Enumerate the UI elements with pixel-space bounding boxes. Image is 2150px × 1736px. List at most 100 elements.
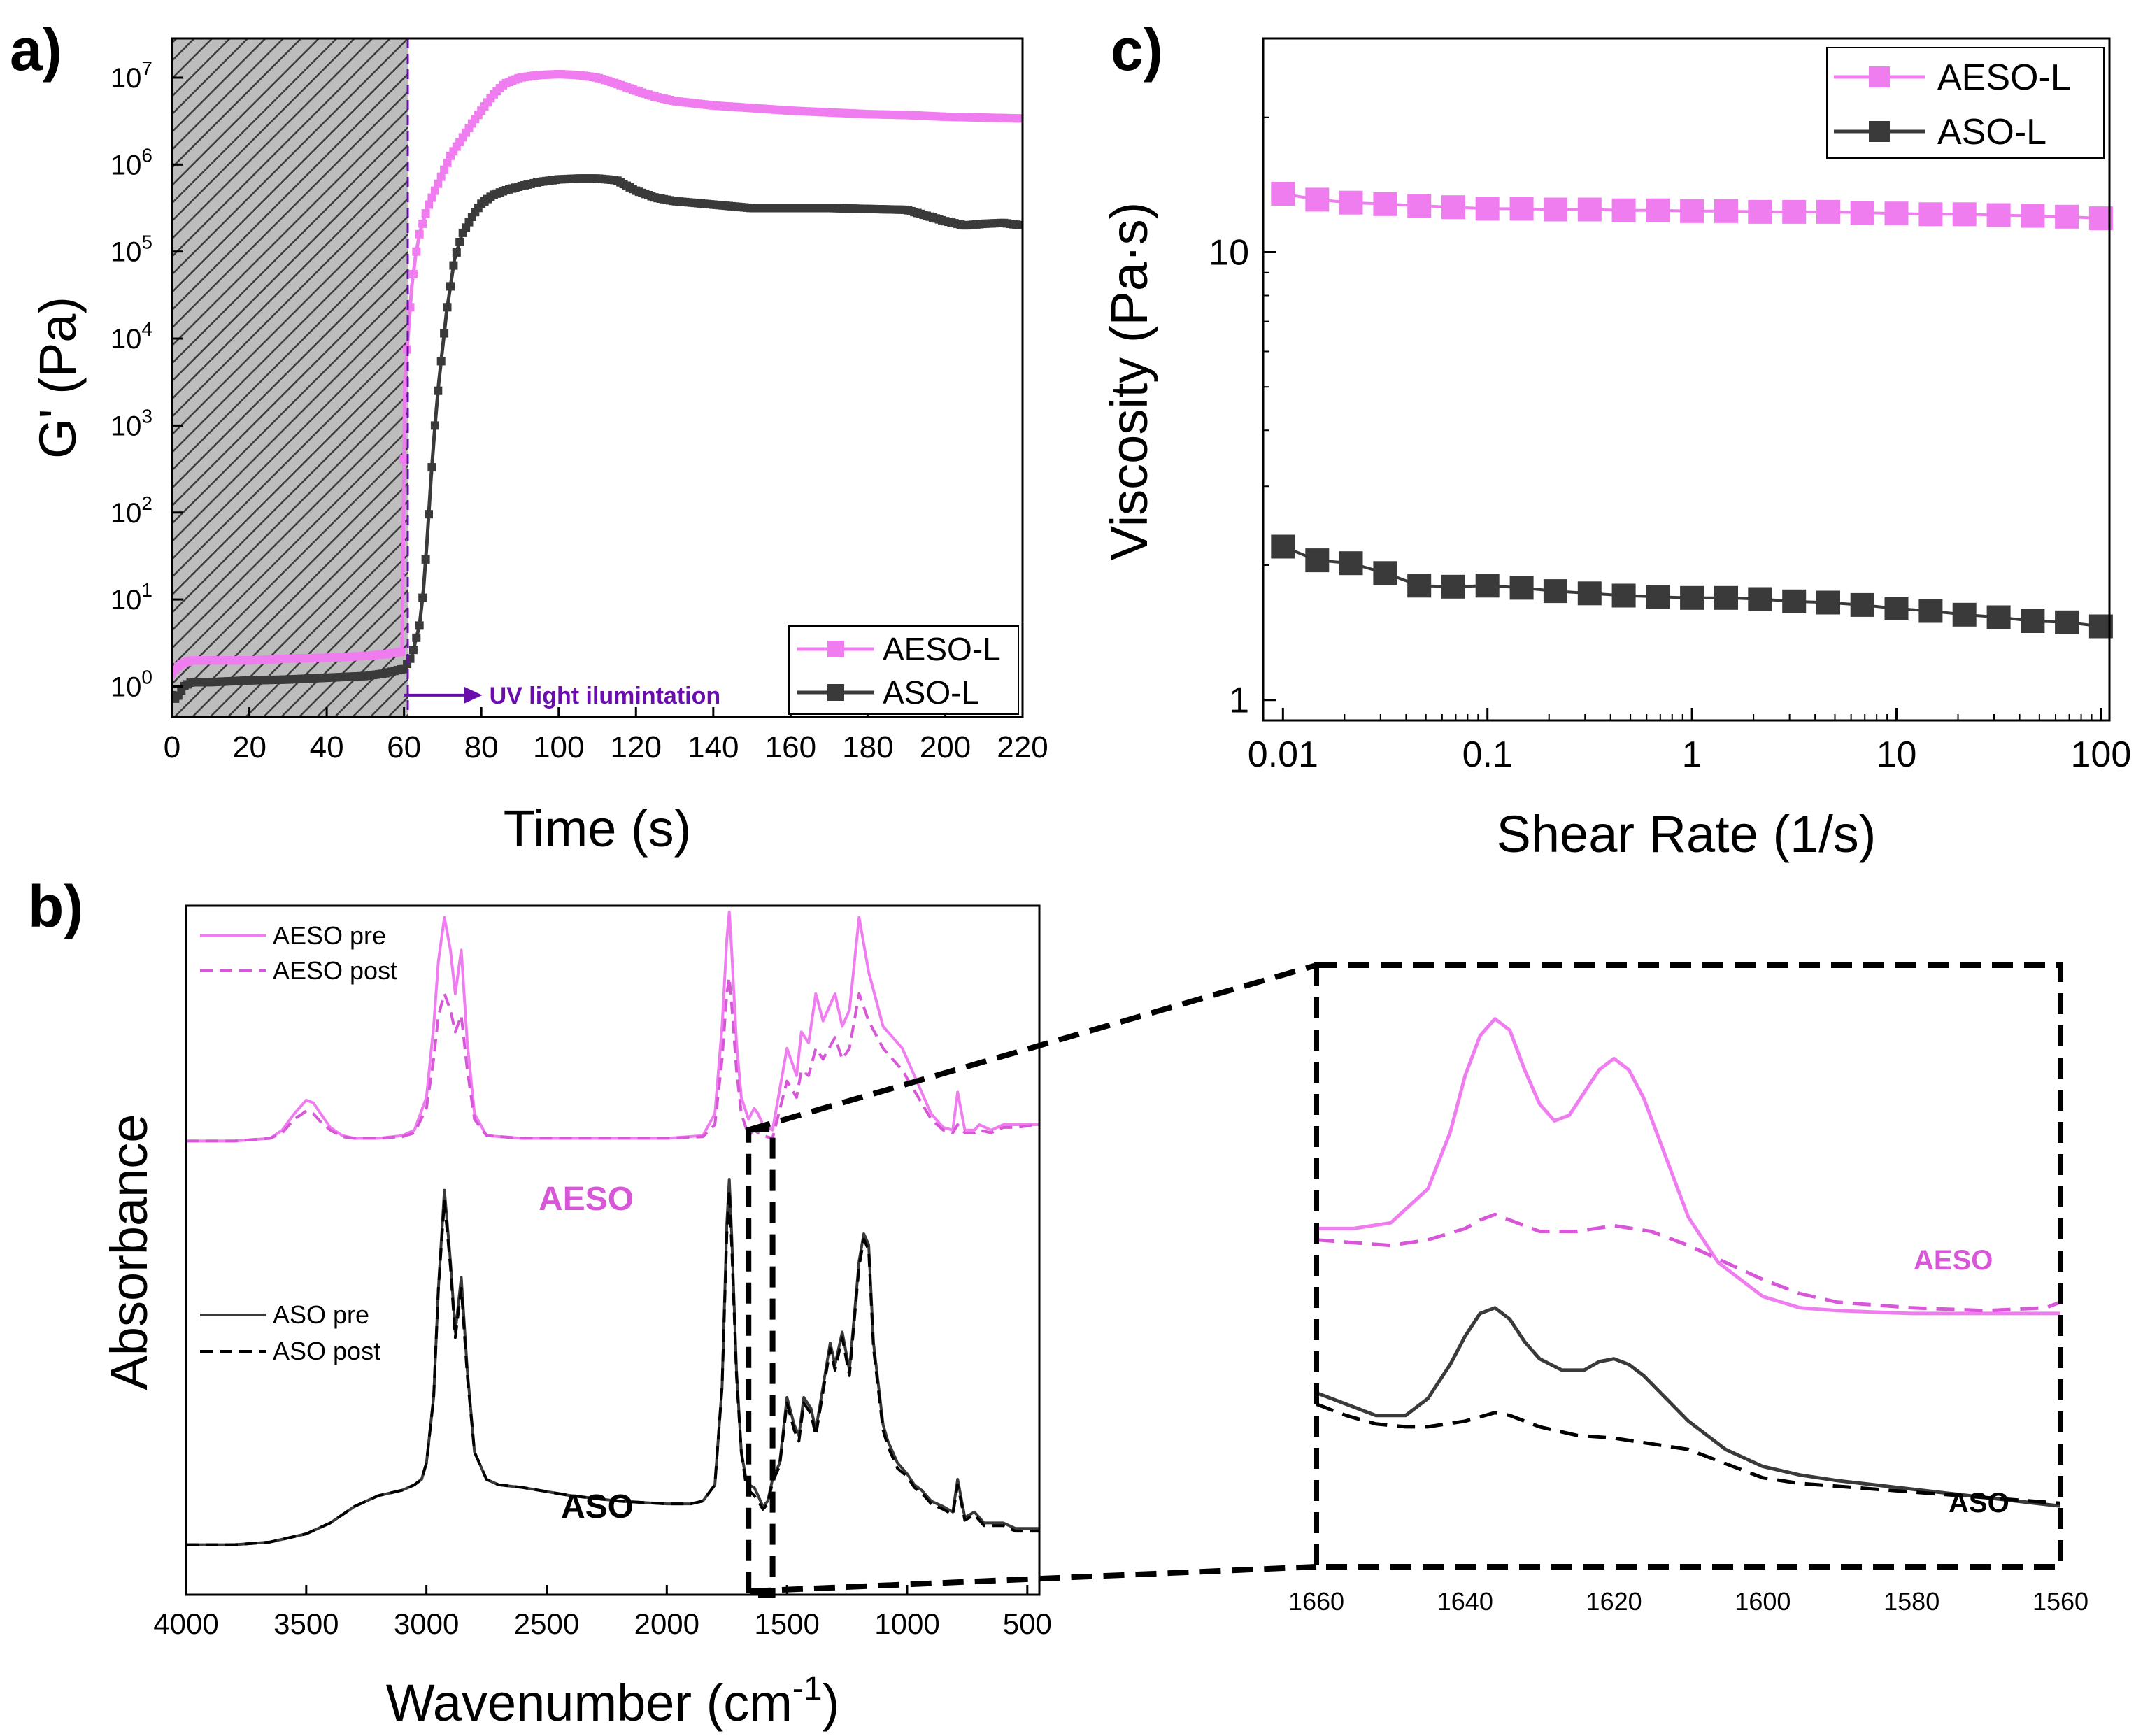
panel-a-legend-aeso: AESO-L (883, 631, 1001, 667)
uv-annotation-text: UV light ilumintation (490, 683, 721, 709)
data-point (1475, 574, 1500, 598)
data-point (1373, 561, 1397, 585)
legend-aeso-post: AESO post (273, 956, 397, 985)
x-tick-label: 10 (1877, 734, 1917, 775)
legend-marker-aso-icon (827, 684, 844, 701)
series-aeso-l (172, 70, 1023, 678)
spectrum-aso-post (186, 1188, 1039, 1546)
x-tick-label: 3500 (273, 1607, 339, 1640)
zoom-aeso-post (1316, 1212, 2060, 1313)
panel-a-ylabel: G' (Pa) (29, 297, 87, 459)
x-tick-label: 120 (611, 730, 662, 764)
panel-b-frame (185, 904, 1041, 1596)
data-point (1271, 182, 1295, 206)
data-point (408, 270, 418, 278)
x-tick-label: 3000 (394, 1607, 459, 1640)
data-point (1816, 590, 1840, 615)
series-aso-l (1271, 534, 2113, 639)
x-tick-label: 1 (1682, 734, 1702, 775)
data-point (415, 621, 424, 630)
data-point (1748, 199, 1772, 224)
y-tick-exponent: 7 (141, 57, 152, 79)
panel-b-chart: 4000 3500 3000 2500 2000 1500 1000 500 Wavenumb… (100, 904, 1052, 1732)
uv-arrowhead-icon (464, 686, 483, 704)
x-tick-label: 140 (688, 730, 739, 764)
data-point (1475, 197, 1500, 221)
panel-b-group-label-aso: ASO (561, 1488, 634, 1525)
data-point (1918, 202, 1943, 227)
y-tick-label: 102 (111, 492, 152, 529)
y-tick-label: 104 (111, 318, 152, 355)
zoom-aeso-pre (1316, 1017, 2060, 1316)
x-tick-label: 0.01 (1248, 734, 1318, 775)
x-tick-label: 100 (533, 730, 584, 764)
data-point (1339, 190, 1363, 215)
x-tick-label: 0.1 (1462, 734, 1513, 775)
data-point (421, 555, 430, 564)
data-point (1884, 201, 1909, 226)
data-point (1646, 198, 1670, 222)
x-tick-label: 200 (920, 730, 971, 764)
y-tick-label: 106 (111, 144, 152, 180)
data-point (449, 261, 458, 270)
zoom-aso-post (1316, 1402, 2060, 1505)
data-point (440, 165, 449, 174)
y-tick-base: 10 (111, 671, 142, 702)
zoom-connector-top (748, 962, 1318, 1132)
data-point (1577, 197, 1602, 222)
data-point (1986, 605, 2011, 629)
data-point (1646, 585, 1670, 609)
zoom-aso-pre (1316, 1306, 2060, 1508)
panel-b-legend-aeso: AESO pre AESO post (200, 921, 397, 985)
data-point (2021, 609, 2045, 633)
panel-c-legend-aeso: AESO-L (1937, 57, 2071, 98)
data-point (434, 179, 443, 188)
y-tick-label: 10 (1209, 232, 1249, 273)
zoom-x-tick-label: 1620 (1586, 1587, 1642, 1616)
panel-b-legend-aso: ASO pre ASO post (200, 1300, 380, 1365)
zoom-x-tick-label: 1600 (1735, 1587, 1791, 1616)
series-aeso-l (1271, 182, 2113, 231)
panel-label-c: c) (1111, 17, 1163, 83)
data-point (427, 193, 436, 202)
panel-c-xlabel: Shear Rate (1/s) (1497, 805, 1877, 863)
data-point (430, 421, 439, 430)
data-point (173, 691, 183, 700)
data-point (1373, 192, 1397, 216)
data-point (412, 247, 421, 256)
zoom-connector-bottom (749, 1564, 1317, 1594)
zoom-x-tick-label: 1660 (1288, 1587, 1344, 1616)
panel-c-ylabel: Viscosity (Pa·s) (1100, 202, 1158, 561)
data-point (1714, 585, 1738, 610)
zoom-group-label-aeso: AESO (1914, 1245, 1993, 1276)
data-point (452, 248, 461, 257)
panel-c-frame (1262, 37, 2111, 722)
data-point (1952, 202, 1977, 227)
legend-marker-aeso-icon (1869, 66, 1890, 87)
zoom-x-tick-label: 1580 (1884, 1587, 1939, 1616)
data-point (1305, 548, 1330, 573)
data-point (1339, 551, 1363, 576)
x-tick-label: 20 (232, 730, 266, 764)
y-tick-base: 10 (111, 237, 142, 268)
legend-aeso-pre: AESO pre (273, 921, 386, 950)
data-point (1407, 574, 1432, 598)
y-tick-base: 10 (111, 150, 142, 180)
zoom-x-tick-label: 1560 (2032, 1587, 2088, 1616)
y-tick-base: 10 (111, 585, 142, 616)
data-point (1543, 197, 1567, 222)
zoom-inset-frame (1314, 962, 2063, 1570)
data-point (1884, 597, 1909, 620)
data-point (1782, 199, 1807, 224)
y-tick-exponent: 6 (141, 144, 152, 166)
panel-b-xlabel: Wavenumber (cm-1) (386, 1670, 840, 1732)
x-tick-label: 220 (997, 730, 1048, 764)
x-tick-label: 100 (2071, 734, 2132, 775)
data-point (1748, 587, 1772, 611)
spectrum-aeso-pre (186, 910, 1039, 1143)
legend-marker-aso-icon (1869, 121, 1890, 142)
data-point (455, 238, 464, 246)
series-aso-l (172, 174, 1023, 703)
data-point (1782, 589, 1807, 613)
